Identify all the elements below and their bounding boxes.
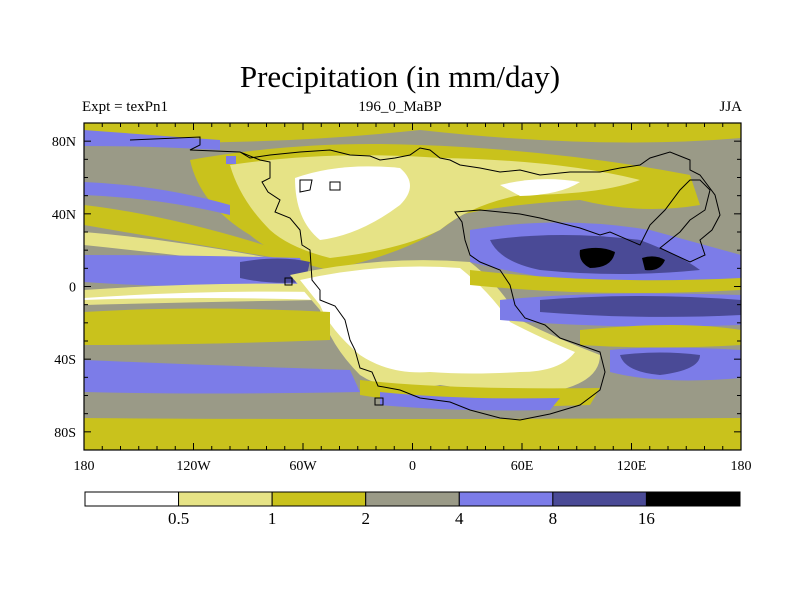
season-label: JJA <box>719 99 742 115</box>
colorbar-label: 1 <box>268 509 277 528</box>
lat-label: 0 <box>69 281 76 296</box>
lon-label: 120W <box>176 459 211 474</box>
colorbar-swatch <box>271 491 367 507</box>
colorbar-label: 2 <box>361 509 370 528</box>
colorbar-swatch <box>645 491 741 507</box>
colorbar-label: 4 <box>455 509 464 528</box>
colorbar-labels: 0.5 1 2 4 8 16 <box>168 509 655 528</box>
colorbar-label: 0.5 <box>168 509 189 528</box>
lat-label: 40S <box>54 353 76 368</box>
map-title: Precipitation (in mm/day) <box>239 59 561 94</box>
colorbar-swatch <box>178 491 273 507</box>
colorbar <box>84 491 741 507</box>
lat-label: 40N <box>52 208 76 223</box>
lon-label: 0 <box>409 459 416 474</box>
lon-label: 180 <box>731 459 752 474</box>
lon-label: 120E <box>617 459 647 474</box>
lat-label: 80S <box>54 426 76 441</box>
latitude-labels: 80N 40N 0 40S 80S <box>52 135 76 441</box>
colorbar-label: 16 <box>638 509 655 528</box>
continent-outline <box>129 136 721 421</box>
time-label: 196_0_MaBP <box>358 99 442 115</box>
colorbar-swatch <box>552 491 647 507</box>
longitude-labels: 180 120W 60W 0 60E 120E 180 <box>74 459 752 474</box>
colorbar-swatch <box>365 491 460 507</box>
experiment-label: Expt = texPn1 <box>82 99 168 115</box>
precipitation-field <box>84 123 741 450</box>
lon-label: 180 <box>74 459 95 474</box>
colorbar-label: 8 <box>549 509 558 528</box>
axis-ticks <box>83 122 742 451</box>
colorbar-swatch <box>458 491 554 507</box>
colorbar-swatch <box>84 491 180 507</box>
lat-label: 80N <box>52 135 76 150</box>
lon-label: 60E <box>511 459 534 474</box>
lon-label: 60W <box>289 459 317 474</box>
